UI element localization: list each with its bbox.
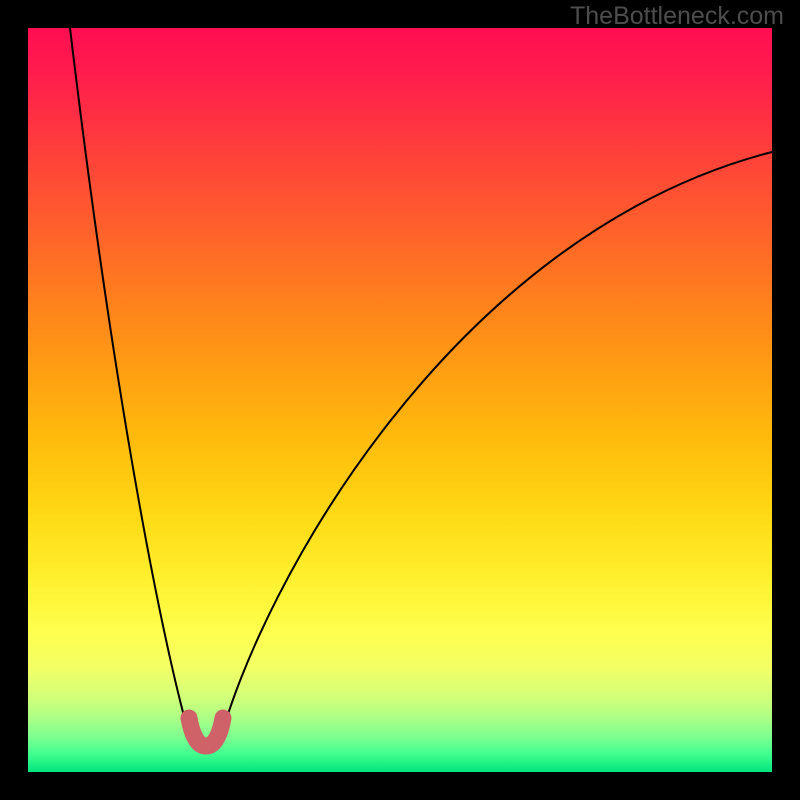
watermark-text: TheBottleneck.com [570,2,784,31]
gradient-background [28,28,772,772]
chart-frame: TheBottleneck.com [0,0,800,800]
